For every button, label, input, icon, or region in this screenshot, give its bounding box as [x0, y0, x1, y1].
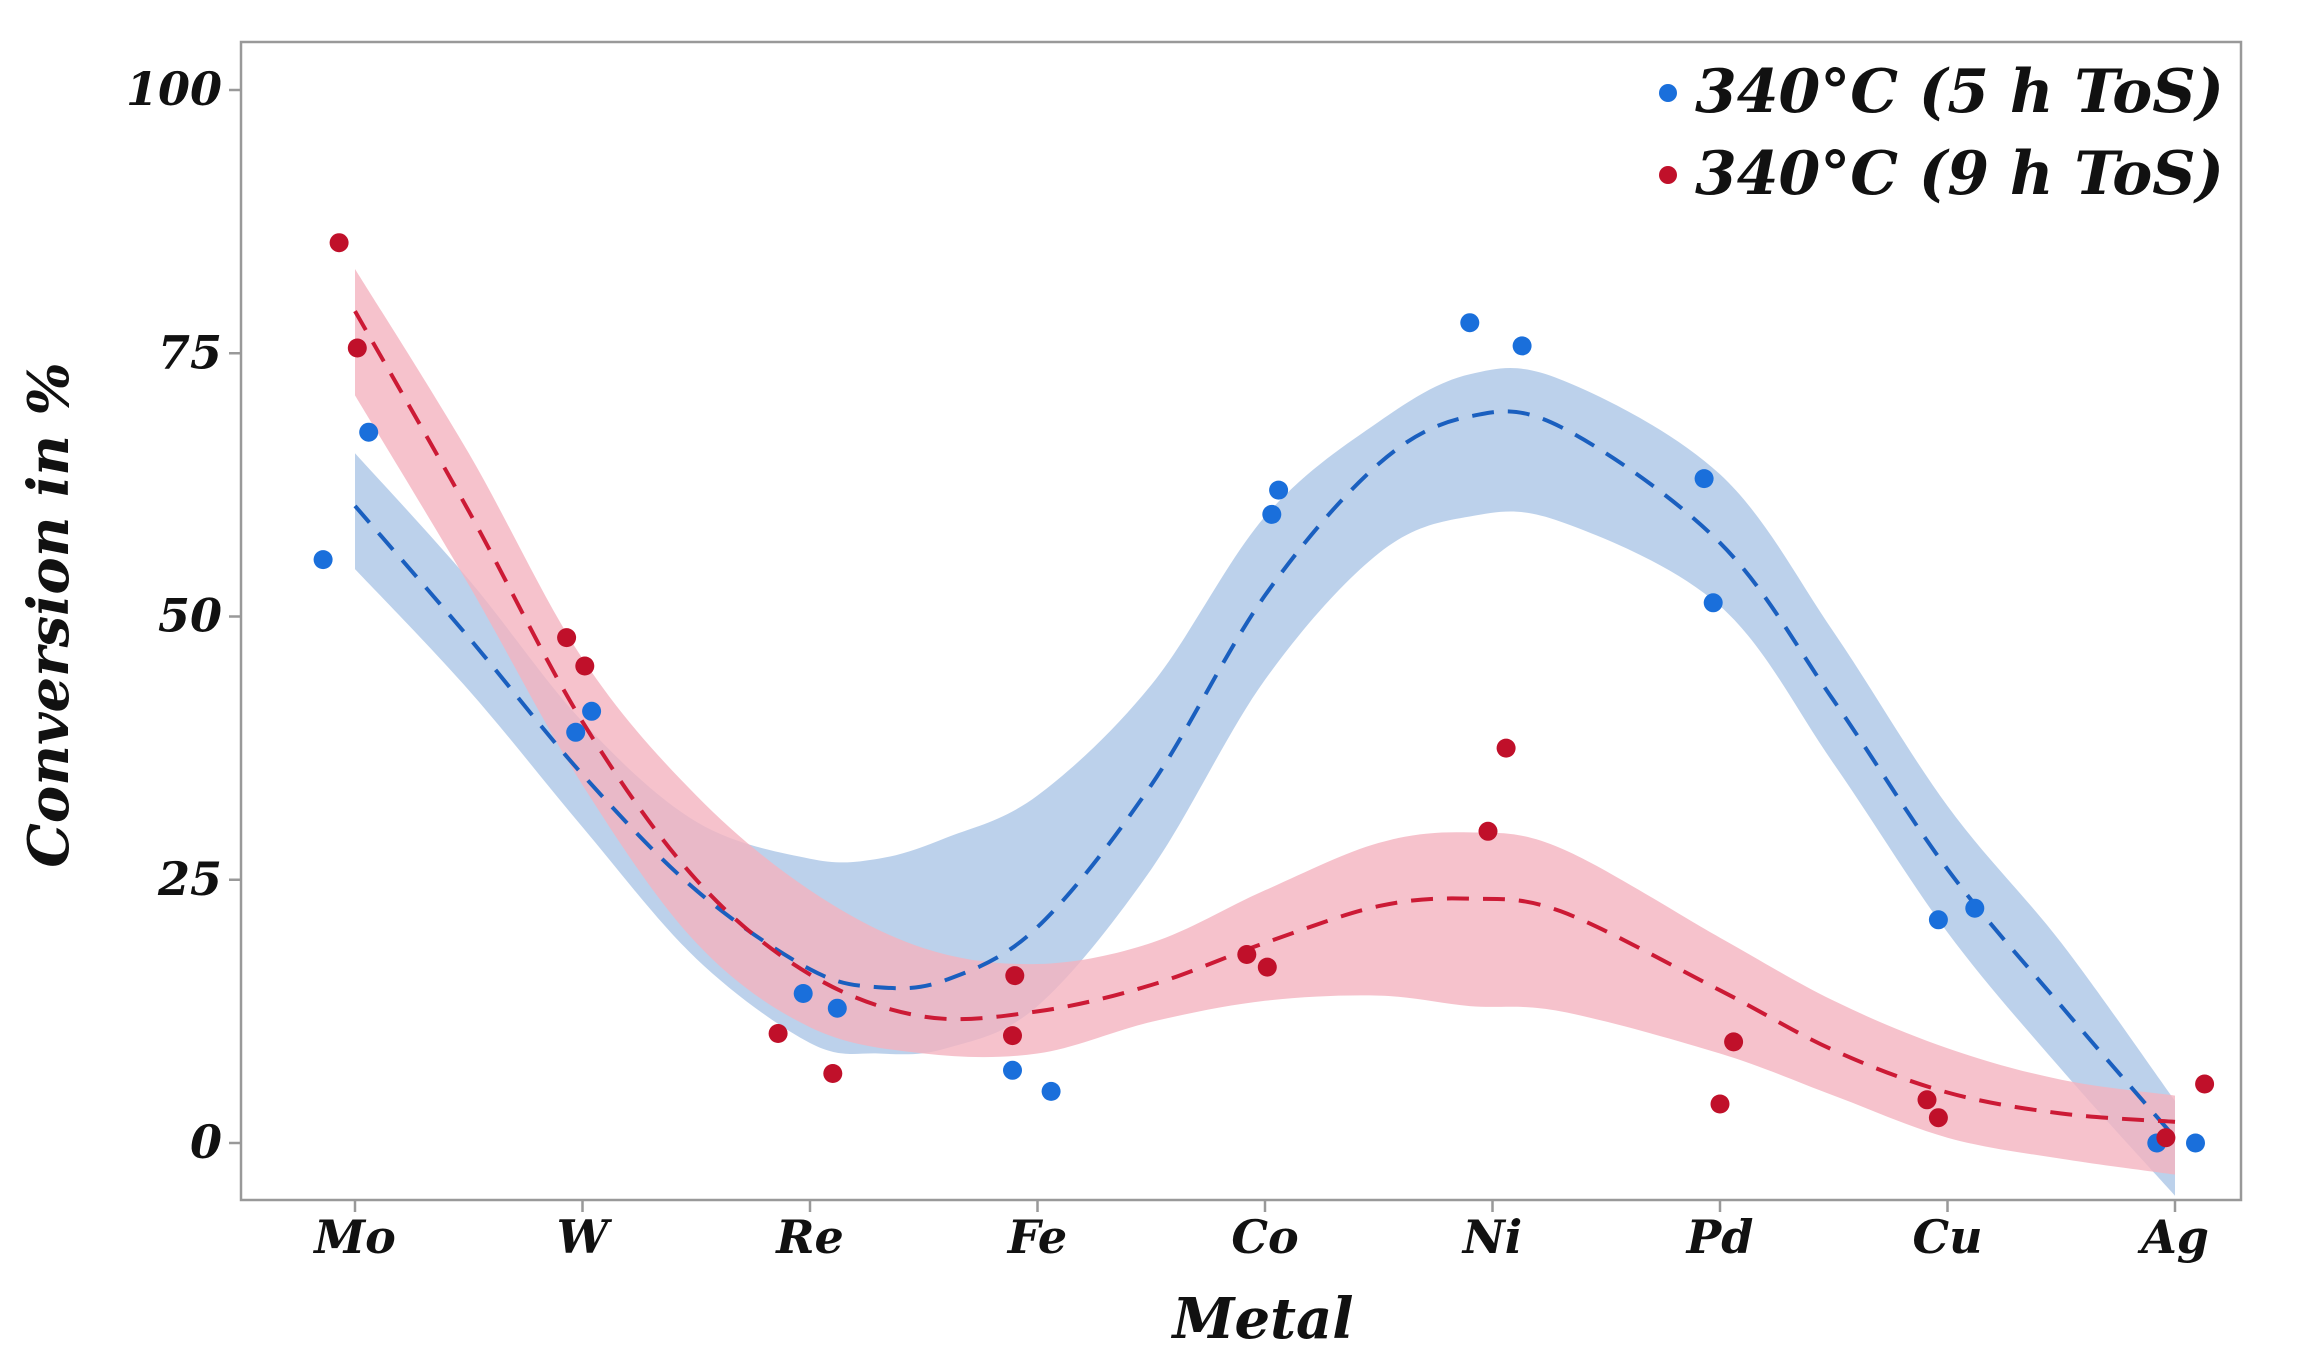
data-point-5h-4 [582, 701, 602, 721]
x-axis: Mo W Re Fe Co Ni Pd Cu Ag [312, 1200, 2209, 1264]
x-tick-label-pd: Pd [1685, 1210, 1754, 1264]
legend-label-5h: 340°C (5 h ToS) [1695, 57, 2224, 127]
data-point-5h-12 [1512, 336, 1532, 356]
data-point-5h-2 [359, 422, 379, 442]
data-point-9h-9 [1237, 945, 1257, 964]
data-point-5h-6 [827, 998, 847, 1018]
y-axis: 0 25 50 75 100 [126, 62, 241, 1169]
legend-marker-5h [1659, 84, 1677, 102]
y-axis-title: Conversion in % [16, 362, 82, 867]
fit-lines [353, 310, 2177, 1140]
x-tick-label-mo: Mo [312, 1210, 396, 1264]
x-tick-label-ni: Ni [1461, 1210, 1523, 1264]
x-tick-label-cu: Cu [1912, 1210, 1982, 1264]
y-tick-label-50: 50 [158, 589, 222, 643]
data-point-5h-3 [566, 722, 586, 742]
fit-line-9h [353, 310, 2176, 1124]
y-tick-label-100: 100 [126, 62, 222, 116]
data-point-5h-9 [1262, 504, 1282, 524]
data-point-5h-13 [1694, 469, 1714, 489]
data-point-9h-5 [768, 1024, 788, 1043]
y-tick-label-0: 0 [190, 1115, 222, 1169]
data-point-5h-1 [313, 550, 333, 570]
data-point-5h-15 [1928, 910, 1948, 930]
y-tick-label-25: 25 [157, 852, 222, 906]
data-point-5h-8 [1041, 1081, 1061, 1101]
data-point-9h-11 [1478, 821, 1498, 841]
data-point-9h-13 [1710, 1094, 1730, 1114]
data-point-5h-14 [1703, 593, 1723, 613]
data-point-9h-10 [1257, 957, 1277, 977]
legend-marker-9h [1659, 166, 1677, 184]
data-point-5h-5 [793, 984, 813, 1003]
data-point-5h-7 [1003, 1060, 1022, 1080]
y-tick-label-75: 75 [158, 325, 222, 379]
legend: 340°C (5 h ToS) 340°C (9 h ToS) [1659, 57, 2224, 209]
data-point-9h-1 [329, 233, 349, 253]
x-tick-label-co: Co [1231, 1210, 1298, 1264]
x-tick-label-ag: Ag [2137, 1210, 2209, 1264]
data-point-9h-4 [575, 656, 595, 676]
data-point-9h-17 [2156, 1128, 2176, 1148]
data-point-5h-18 [2186, 1133, 2205, 1153]
x-tick-label-fe: Fe [1006, 1210, 1067, 1264]
data-point-9h-14 [1724, 1032, 1744, 1052]
confidence-band-9h [355, 269, 2175, 1175]
data-point-9h-12 [1496, 738, 1516, 758]
data-point-5h-11 [1460, 313, 1480, 333]
data-point-9h-15 [1917, 1090, 1937, 1110]
legend-label-9h: 340°C (9 h ToS) [1695, 139, 2224, 209]
data-point-9h-2 [347, 338, 367, 358]
data-point-9h-16 [1928, 1108, 1948, 1128]
data-point-9h-8 [1005, 966, 1025, 986]
x-tick-label-w: W [557, 1210, 613, 1264]
data-points [313, 233, 2215, 1153]
data-point-9h-7 [1003, 1026, 1022, 1046]
x-tick-label-re: Re [774, 1210, 844, 1264]
fit-line-5h [353, 409, 2177, 1140]
data-point-9h-3 [557, 628, 577, 648]
data-point-5h-10 [1269, 480, 1289, 500]
data-point-9h-18 [2195, 1074, 2215, 1094]
x-axis-title: Metal [1170, 1286, 1353, 1352]
data-point-9h-6 [823, 1064, 843, 1083]
data-point-5h-16 [1965, 898, 1985, 918]
